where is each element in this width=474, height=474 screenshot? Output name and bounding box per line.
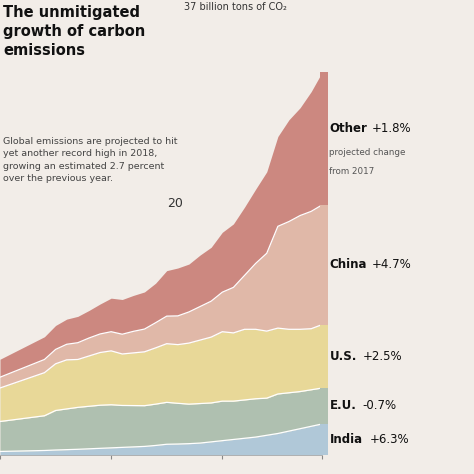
- Text: 20: 20: [167, 197, 182, 210]
- Text: Other: Other: [329, 122, 367, 136]
- Text: +4.7%: +4.7%: [372, 258, 412, 271]
- Text: from 2017: from 2017: [329, 167, 374, 176]
- Text: +2.5%: +2.5%: [363, 350, 402, 363]
- Text: The unmitigated
growth of carbon
emissions: The unmitigated growth of carbon emissio…: [3, 5, 146, 58]
- Text: U.S.: U.S.: [329, 350, 357, 363]
- Text: -0.7%: -0.7%: [363, 400, 397, 412]
- Text: +6.3%: +6.3%: [370, 433, 410, 446]
- Text: China: China: [329, 258, 367, 271]
- Text: Global emissions are projected to hit
yet another record high in 2018,
growing a: Global emissions are projected to hit ye…: [3, 137, 178, 183]
- Text: 37 billion tons of CO₂: 37 billion tons of CO₂: [184, 2, 287, 12]
- Text: projected change: projected change: [329, 148, 406, 157]
- Text: India: India: [329, 433, 363, 446]
- Text: E.U.: E.U.: [329, 400, 356, 412]
- Text: +1.8%: +1.8%: [372, 122, 412, 136]
